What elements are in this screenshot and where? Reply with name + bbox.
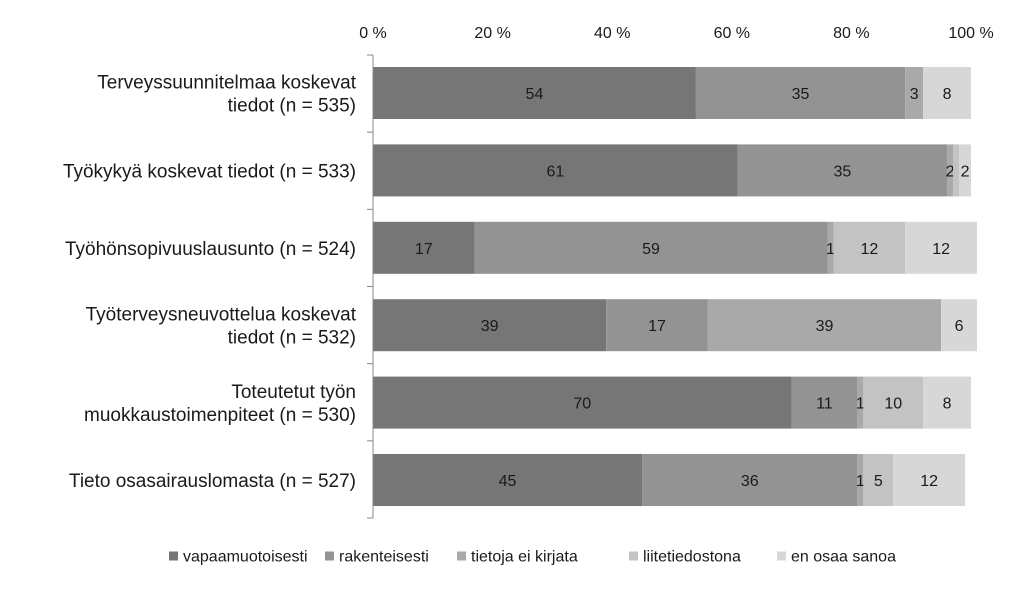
legend-label: rakenteisesti (339, 549, 429, 566)
data-label: 3 (910, 86, 919, 103)
x-tick-label: 40 % (594, 25, 630, 42)
data-label: 39 (481, 318, 499, 335)
category-label: Tieto osasairauslomasta (n = 527) (69, 471, 356, 492)
data-label: 8 (943, 86, 952, 103)
legend-label: en osaa sanoa (791, 549, 896, 566)
data-label: 12 (920, 473, 938, 490)
bar-segment (373, 376, 792, 429)
bar-segment (833, 221, 906, 274)
legend-item: liitetiedostona (629, 549, 741, 566)
data-label: 1 (856, 396, 865, 413)
x-tick-label: 20 % (474, 25, 510, 42)
category-labels: Terveyssuunnitelmaa koskevat tiedot (n = … (63, 73, 357, 493)
x-axis (367, 54, 374, 519)
category-label: Työkykyä koskevat tiedot (n = 533) (63, 161, 356, 182)
category-label: Työterveysneuvottelua koskevat tiedot (n … (86, 305, 357, 349)
bar-segment (373, 221, 475, 274)
bar-segment (923, 67, 971, 119)
bar-segment (863, 454, 894, 506)
x-tick-label: 0 % (359, 25, 387, 42)
data-label: 1 (826, 241, 835, 258)
x-axis-ticks: 0 % 20 % 40 % 60 % 80 % 100 % (359, 25, 993, 42)
bar-segment (941, 299, 977, 352)
category-label: Toteutetut työn muokkaustoimenpiteet (n =… (84, 382, 356, 426)
legend: vapaamuotoisesti rakenteisesti tietoja ei … (169, 549, 896, 566)
legend-label: tietoja ei kirjata (471, 549, 578, 566)
x-tick-label: 100 % (948, 25, 993, 42)
bar-segment (905, 221, 977, 274)
bar-segment (791, 376, 858, 429)
legend-item: rakenteisesti (325, 549, 429, 566)
data-label: 35 (792, 86, 810, 103)
data-label: 5 (874, 473, 883, 490)
bar-segment (695, 67, 906, 119)
data-label: 11 (816, 396, 833, 413)
bar-segment (959, 144, 971, 197)
data-label: 17 (415, 241, 433, 258)
legend-swatch (629, 551, 638, 561)
bar-segment (373, 299, 607, 352)
data-label: 39 (816, 318, 834, 335)
bar-segment (827, 221, 834, 274)
legend-item: en osaa sanoa (777, 549, 896, 566)
bar-segment (737, 144, 948, 197)
data-label: 61 (546, 163, 564, 180)
data-label: 8 (943, 396, 952, 413)
data-label: 35 (834, 163, 852, 180)
legend-label: vapaamuotoisesti (183, 549, 308, 566)
bar-segment (923, 376, 971, 429)
bar-segment (893, 454, 966, 506)
legend-swatch (457, 551, 466, 561)
data-label: 2 (946, 163, 955, 180)
legend-item: vapaamuotoisesti (169, 549, 308, 566)
data-label: 17 (648, 318, 666, 335)
bar-segment (606, 299, 708, 352)
bar-segment (373, 67, 696, 119)
bar-segment (947, 144, 954, 197)
data-label: 6 (955, 318, 964, 335)
data-label: 10 (884, 396, 902, 413)
data-label: 12 (860, 241, 878, 258)
data-label: 54 (526, 86, 544, 103)
legend-item: tietoja ei kirjata (457, 549, 578, 566)
bar-segment (953, 144, 960, 197)
legend-swatch (169, 551, 178, 561)
bar-segment (707, 299, 942, 352)
bar-segment (474, 221, 828, 274)
bar-segment (857, 454, 864, 506)
x-tick-label: 60 % (714, 25, 750, 42)
data-label: 59 (642, 241, 660, 258)
category-label: Terveyssuunnitelmaa koskevat tiedot (n = … (97, 73, 356, 117)
category-label: Työhönsopivuuslausunto (n = 524) (65, 239, 356, 260)
data-label: 1 (856, 473, 865, 490)
data-label: 2 (961, 163, 970, 180)
data-label: 36 (741, 473, 759, 490)
legend-label: liitetiedostona (643, 549, 741, 566)
legend-swatch (325, 551, 334, 561)
legend-swatch (777, 551, 786, 561)
bar-segment (642, 454, 858, 506)
bar-segment (373, 144, 738, 197)
data-label: 45 (499, 473, 517, 490)
bar-segment (905, 67, 924, 119)
data-label: 12 (932, 241, 950, 258)
x-tick-label: 80 % (833, 25, 869, 42)
bar-segment (863, 376, 924, 429)
bar-segment (857, 376, 864, 429)
data-label: 70 (573, 396, 591, 413)
bar-segment (373, 454, 643, 506)
